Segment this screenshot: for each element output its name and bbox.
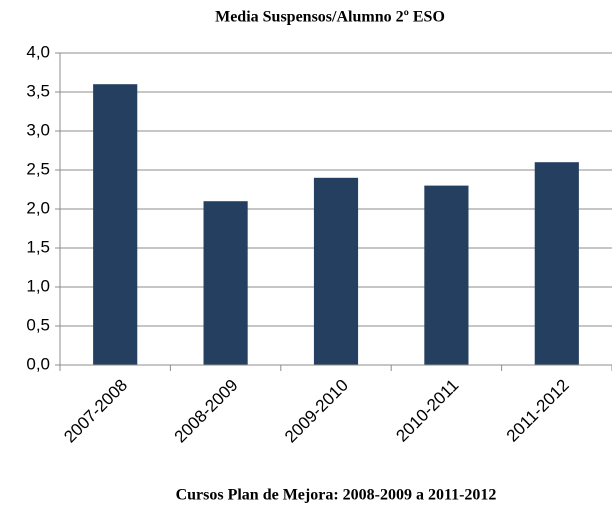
bar: [534, 162, 579, 365]
x-tick-label: 2010-2011: [392, 376, 462, 446]
y-tick-label: 1,5: [26, 237, 50, 256]
bar: [203, 201, 248, 365]
y-tick-label: 3,5: [26, 81, 50, 100]
bar: [93, 84, 138, 365]
chart-title: Media Suspensos/Alumno 2º ESO: [215, 9, 445, 26]
y-tick-label: 2,0: [26, 198, 50, 217]
y-tick-label: 4,0: [26, 42, 50, 61]
y-tick-label: 0,0: [26, 354, 50, 373]
x-axis-title: Cursos Plan de Mejora: 2008-2009 a 2011-…: [176, 487, 497, 504]
y-tick-label: 0,5: [26, 315, 50, 334]
y-tick-label: 2,5: [26, 159, 50, 178]
x-tick-label: 2007-2008: [60, 376, 131, 447]
x-tick-label: 2011-2012: [503, 376, 573, 446]
y-tick-label: 3,0: [26, 120, 50, 139]
bar: [313, 177, 359, 365]
y-tick-label: 1,0: [26, 276, 50, 295]
x-tick-label: 2008-2009: [171, 376, 242, 447]
x-tick-label: 2009-2010: [281, 376, 352, 447]
bar: [424, 185, 469, 365]
